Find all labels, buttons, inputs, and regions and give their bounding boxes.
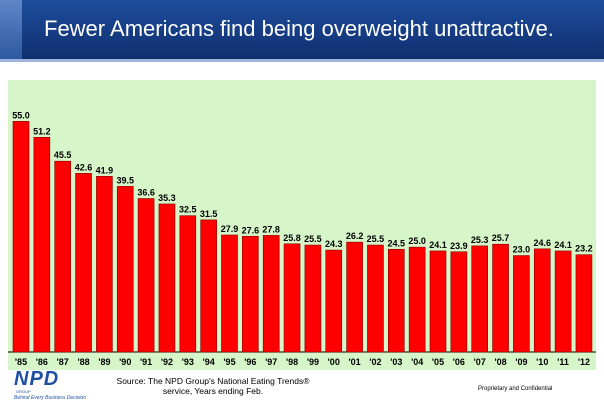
bar bbox=[492, 243, 509, 353]
title-divider bbox=[0, 59, 604, 62]
bar bbox=[471, 245, 489, 353]
x-tick-label: '01 bbox=[349, 357, 361, 367]
bar-value-label: 24.5 bbox=[388, 238, 406, 248]
x-tick-label: '04 bbox=[411, 357, 423, 367]
bar-value-label: 27.9 bbox=[221, 224, 239, 234]
x-tick-label: '88 bbox=[77, 357, 89, 367]
bar-value-label: 36.6 bbox=[137, 188, 155, 198]
x-tick-label: '11 bbox=[557, 357, 569, 367]
bar bbox=[387, 248, 405, 353]
x-tick-label: '06 bbox=[453, 357, 465, 367]
bar bbox=[367, 244, 384, 353]
bar-value-label: 26.2 bbox=[346, 231, 364, 241]
bar-value-label: 27.6 bbox=[242, 225, 260, 235]
x-tick-label: '92 bbox=[161, 357, 173, 367]
title-bar: Fewer Americans find being overweight un… bbox=[0, 0, 604, 62]
bar bbox=[221, 234, 238, 353]
x-tick-label: '00 bbox=[328, 357, 340, 367]
bar-value-label: 45.5 bbox=[54, 150, 72, 160]
bar bbox=[325, 249, 343, 353]
bar bbox=[96, 175, 113, 353]
bar-value-label: 25.0 bbox=[408, 236, 426, 246]
bar bbox=[283, 243, 301, 353]
bar-value-label: 42.6 bbox=[75, 162, 93, 172]
bar bbox=[262, 235, 280, 353]
bar bbox=[304, 244, 322, 353]
x-tick-label: '12 bbox=[578, 357, 590, 367]
x-tick-label: '86 bbox=[36, 357, 48, 367]
bar-value-label: 31.5 bbox=[200, 209, 218, 219]
x-tick-label: '08 bbox=[494, 357, 506, 367]
x-tick-label: '87 bbox=[57, 357, 69, 367]
title-accent-stripe bbox=[0, 0, 22, 62]
bar-value-label: 25.5 bbox=[304, 234, 322, 244]
bar bbox=[554, 250, 572, 353]
x-tick-label: '94 bbox=[203, 357, 215, 367]
npd-logo: NPD GROUP Behind Every Business Decision bbox=[14, 368, 94, 402]
bar bbox=[158, 203, 176, 353]
bar-chart: 55.0 '85 51.2 '86 45.5 '87 42.6 '88 41.9 '89 39.5 '… bbox=[8, 80, 596, 370]
bar bbox=[116, 186, 134, 353]
bar bbox=[33, 136, 51, 353]
bar bbox=[242, 235, 259, 353]
bar bbox=[179, 215, 197, 353]
bar-value-label: 24.1 bbox=[429, 240, 447, 250]
bar-value-label: 27.8 bbox=[262, 224, 280, 234]
bar bbox=[346, 241, 363, 353]
bars-group: 55.0 '85 51.2 '86 45.5 '87 42.6 '88 41.9 '89 39.5 '… bbox=[12, 110, 592, 367]
bar-value-label: 23.0 bbox=[513, 245, 531, 255]
x-tick-label: '91 bbox=[140, 357, 152, 367]
logo-tagline: Behind Every Business Decision bbox=[14, 395, 86, 401]
x-tick-label: '02 bbox=[369, 357, 381, 367]
source-note: Source: The NPD Group's National Eating … bbox=[116, 376, 310, 396]
bar bbox=[575, 254, 593, 353]
bar-value-label: 24.6 bbox=[533, 238, 551, 248]
x-tick-label: '85 bbox=[15, 357, 27, 367]
x-tick-label: '90 bbox=[119, 357, 131, 367]
bar bbox=[137, 198, 155, 353]
logo-mark: NPD bbox=[14, 368, 60, 390]
bar bbox=[75, 173, 92, 353]
bar bbox=[200, 219, 217, 353]
bar-value-label: 55.0 bbox=[12, 110, 30, 120]
x-tick-label: '09 bbox=[515, 357, 527, 367]
x-tick-label: '99 bbox=[307, 357, 319, 367]
bar-value-label: 51.2 bbox=[33, 126, 51, 136]
bar-value-label: 25.5 bbox=[367, 234, 385, 244]
logo-sub: GROUP bbox=[16, 389, 31, 394]
x-tick-label: '05 bbox=[432, 357, 444, 367]
x-tick-label: '93 bbox=[182, 357, 194, 367]
confidential-note: Proprietary and Confidential bbox=[478, 386, 553, 392]
bar-value-label: 24.3 bbox=[325, 239, 343, 249]
bar bbox=[450, 251, 468, 353]
bar-value-label: 24.1 bbox=[554, 240, 572, 250]
page-title: Fewer Americans find being overweight un… bbox=[44, 16, 554, 41]
bar bbox=[54, 160, 72, 353]
x-tick-label: '98 bbox=[286, 357, 298, 367]
bar bbox=[429, 250, 447, 353]
bar-value-label: 39.5 bbox=[116, 175, 134, 185]
bar bbox=[513, 255, 530, 353]
x-tick-label: '89 bbox=[98, 357, 110, 367]
x-tick-label: '07 bbox=[474, 357, 486, 367]
x-tick-label: '03 bbox=[390, 357, 402, 367]
x-tick-label: '10 bbox=[536, 357, 548, 367]
bar-value-label: 23.9 bbox=[450, 241, 468, 251]
bar bbox=[533, 248, 551, 353]
bar-value-label: 32.5 bbox=[179, 205, 197, 215]
bar-value-label: 23.2 bbox=[575, 244, 593, 254]
x-tick-label: '96 bbox=[244, 357, 256, 367]
bar-value-label: 25.3 bbox=[471, 235, 489, 245]
bar-value-label: 25.8 bbox=[283, 233, 301, 243]
x-tick-label: '97 bbox=[265, 357, 277, 367]
bar-value-label: 35.3 bbox=[158, 193, 176, 203]
bar bbox=[408, 246, 426, 353]
x-tick-label: '95 bbox=[223, 357, 235, 367]
bar-value-label: 41.9 bbox=[96, 165, 114, 175]
bar-value-label: 25.7 bbox=[492, 233, 510, 243]
bar bbox=[12, 121, 30, 353]
